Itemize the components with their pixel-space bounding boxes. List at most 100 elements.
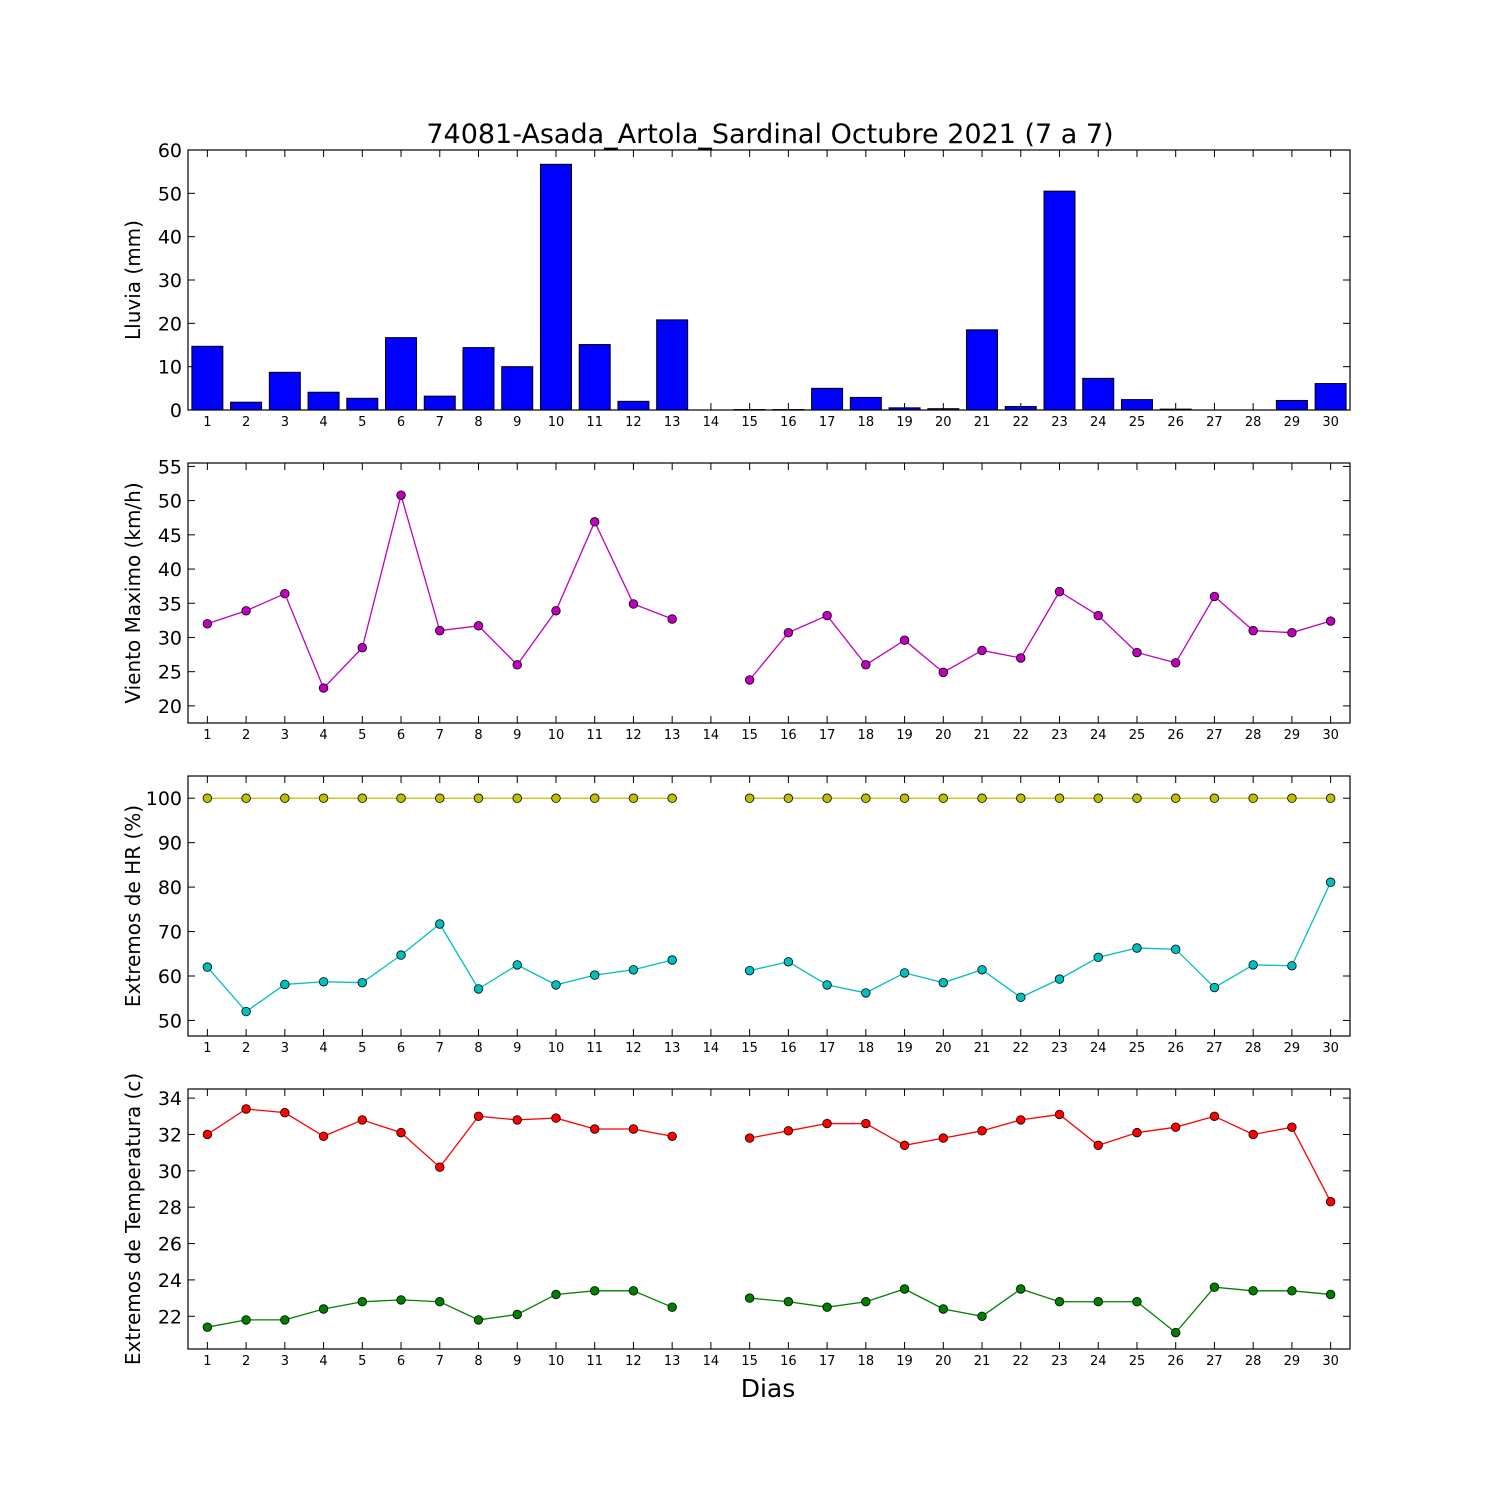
x-tick-label: 15	[741, 728, 758, 743]
series-2-point-day-28	[1248, 960, 1258, 970]
x-tick-label: 11	[586, 728, 603, 743]
x-tick-label: 20	[935, 1041, 952, 1056]
x-tick-label: 29	[1284, 1041, 1301, 1056]
bar-day-30	[1314, 383, 1347, 411]
x-tick-label: 1	[203, 728, 211, 743]
series-1-point-day-17	[822, 1118, 832, 1129]
series-2-point-day-25	[1132, 943, 1142, 953]
series-2-line	[206, 923, 673, 1013]
series-2-line	[749, 1286, 1331, 1334]
bar-day-29	[1275, 399, 1308, 411]
x-tick-label: 18	[858, 1354, 875, 1369]
plot-frame	[187, 1088, 1351, 1350]
series-2-point-day-10	[551, 1289, 561, 1300]
series-1-point-day-29	[1287, 1122, 1297, 1132]
x-tick-label: 3	[281, 415, 289, 430]
series-1-point-day-24	[1093, 793, 1103, 803]
series-2-point-day-21	[977, 1311, 987, 1321]
series-2-point-day-6	[396, 1295, 406, 1305]
series-1-point-day-1	[202, 793, 213, 803]
x-tick-label: 25	[1129, 1354, 1146, 1369]
y-tick-label: 24	[158, 1270, 182, 1292]
series-1-point-day-4	[318, 793, 329, 803]
x-tick-label: 24	[1090, 1041, 1107, 1056]
series-2-point-day-16	[783, 1297, 794, 1307]
series-1-point-day-22	[1016, 793, 1026, 803]
series-1-point-day-1	[202, 619, 213, 629]
x-tick-label: 28	[1245, 728, 1262, 743]
bar-day-25	[1120, 399, 1153, 411]
series-1-point-day-23	[1054, 793, 1065, 803]
series-2-point-day-3	[280, 1315, 290, 1325]
series-2-point-day-7	[435, 919, 445, 929]
series-1-point-day-17	[822, 793, 832, 803]
series-1-point-day-27	[1209, 1111, 1220, 1121]
x-tick-label: 16	[780, 415, 797, 430]
x-tick-label: 11	[586, 415, 603, 430]
x-tick-label: 23	[1051, 415, 1068, 430]
series-2-point-day-19	[899, 968, 910, 978]
x-tick-label: 14	[703, 1041, 720, 1056]
x-tick-label: 15	[741, 1041, 758, 1056]
series-2-point-day-8	[473, 1315, 484, 1325]
y-tick-label: 45	[158, 525, 182, 547]
x-tick-label: 16	[780, 728, 797, 743]
series-2-point-day-4	[318, 1304, 329, 1314]
series-2-point-day-18	[861, 1297, 871, 1307]
series-1-point-day-10	[551, 1113, 561, 1123]
x-tick-label: 28	[1245, 1354, 1262, 1369]
x-tick-label: 7	[436, 415, 444, 430]
x-tick-label: 2	[242, 415, 250, 430]
x-tick-label: 10	[548, 1041, 565, 1056]
series-1-point-day-10	[551, 606, 561, 616]
x-tick-label: 7	[436, 728, 444, 743]
bar-day-23	[1043, 190, 1076, 411]
series-1-point-day-6	[396, 490, 406, 500]
series-1-point-day-18	[861, 1118, 871, 1129]
series-2-point-day-25	[1132, 1297, 1142, 1307]
series-1-point-day-7	[435, 793, 445, 803]
x-tick-label: 21	[974, 1354, 991, 1369]
series-2-point-day-7	[435, 1297, 445, 1307]
bar-day-1	[191, 345, 224, 411]
series-1-point-day-22	[1016, 653, 1026, 663]
series-2-point-day-16	[783, 957, 794, 967]
y-axis-label: Lluvia (mm)	[121, 220, 145, 340]
series-1-point-day-26	[1170, 1122, 1181, 1132]
series-1-point-day-18	[861, 793, 871, 803]
series-2-point-day-12	[628, 1286, 639, 1296]
y-tick-label: 34	[158, 1088, 182, 1110]
series-1-point-day-11	[590, 517, 600, 527]
series-2-point-day-11	[590, 1286, 600, 1296]
bar-day-16	[772, 409, 805, 411]
x-tick-label: 30	[1322, 1354, 1339, 1369]
x-tick-label: 6	[397, 415, 405, 430]
bar-day-9	[501, 366, 534, 411]
series-2-point-day-27	[1209, 982, 1220, 993]
x-tick-label: 18	[858, 415, 875, 430]
bar-day-18	[849, 396, 882, 411]
x-tick-label: 13	[664, 728, 681, 743]
series-1-point-day-30	[1325, 616, 1336, 626]
series-1-point-day-11	[590, 793, 600, 803]
series-2-point-day-2	[241, 1006, 251, 1017]
y-tick-label: 26	[158, 1234, 182, 1256]
x-tick-label: 8	[474, 1354, 482, 1369]
bar-day-2	[230, 401, 263, 411]
x-tick-label: 29	[1284, 1354, 1301, 1369]
bar-day-22	[1004, 406, 1037, 411]
series-1-point-day-28	[1248, 793, 1258, 803]
series-1-point-day-19	[899, 1140, 910, 1151]
x-tick-label: 7	[436, 1354, 444, 1369]
x-tick-label: 2	[242, 1041, 250, 1056]
bar-day-24	[1082, 377, 1115, 411]
x-tick-label: 4	[319, 415, 327, 430]
series-1-point-day-8	[473, 1111, 484, 1121]
series-1-point-day-20	[938, 1133, 949, 1143]
x-tick-label: 3	[281, 1041, 289, 1056]
y-axis-label: Extremos de Temperatura (c)	[121, 1073, 145, 1365]
x-tick-label: 13	[664, 1354, 681, 1369]
y-tick-label: 32	[158, 1124, 182, 1146]
series-1-point-day-1	[202, 1129, 213, 1140]
